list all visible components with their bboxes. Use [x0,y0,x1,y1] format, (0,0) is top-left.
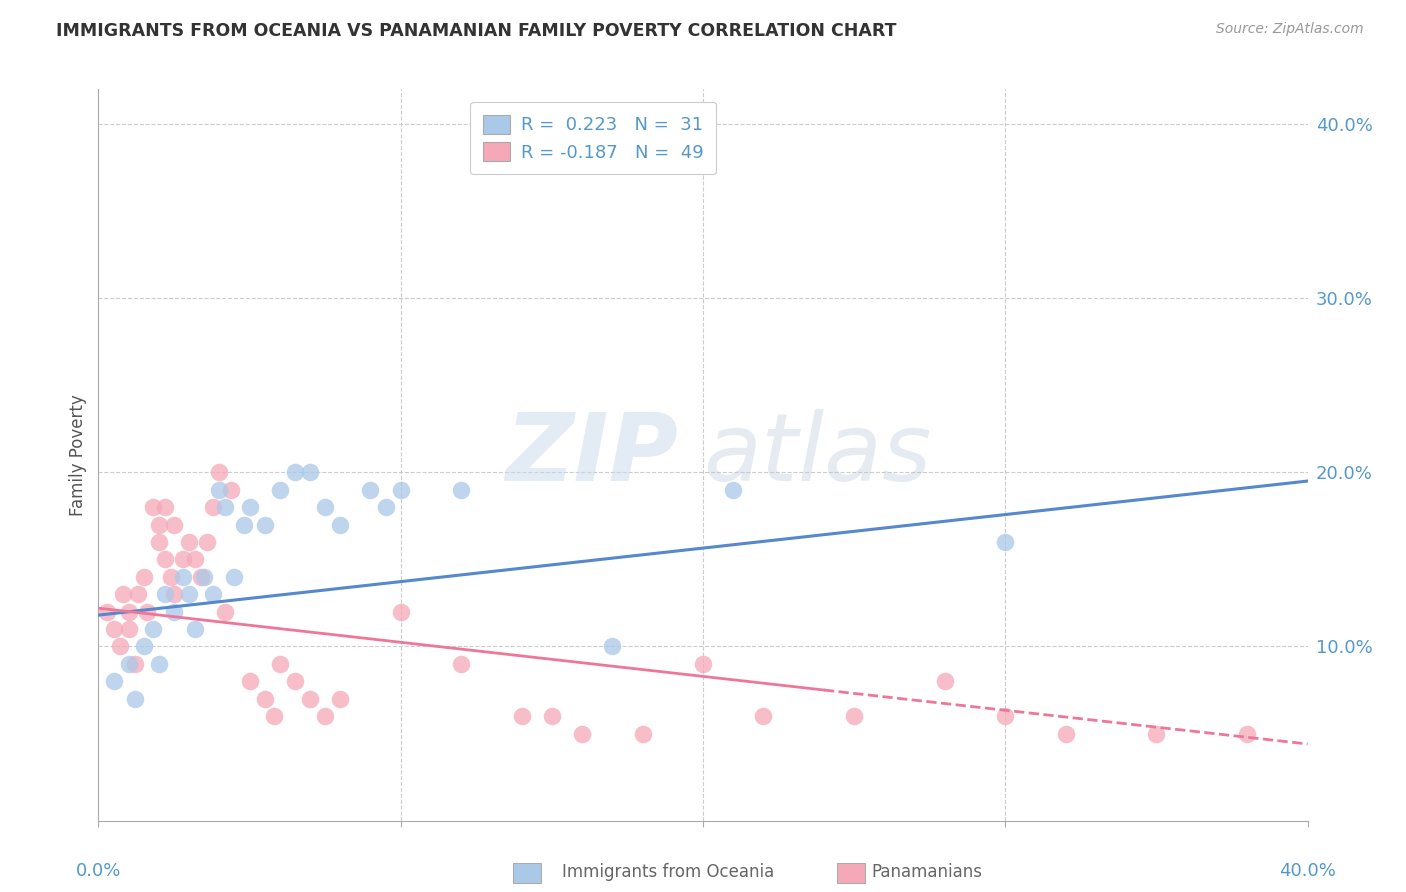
Point [602,640,624,654]
Point [844,709,866,723]
Point [1236,726,1258,740]
Point [148,517,170,532]
Point [153,500,176,515]
Point [132,570,155,584]
Point [232,517,254,532]
Point [132,640,155,654]
Point [96,605,118,619]
Point [239,500,262,515]
Point [253,691,276,706]
Point [214,605,236,619]
Point [450,657,472,671]
Point [299,691,322,706]
Point [723,483,745,497]
Point [314,709,336,723]
Point [263,709,285,723]
Text: 40.0%: 40.0% [1279,863,1336,880]
Point [752,709,775,723]
Point [450,483,472,497]
Point [163,517,186,532]
Point [389,483,412,497]
Point [124,657,146,671]
Point [111,587,134,601]
Point [148,657,170,671]
Point [118,622,141,636]
Point [108,640,131,654]
Point [153,587,176,601]
Point [127,587,149,601]
Point [269,657,291,671]
Point [1144,726,1167,740]
Point [135,605,157,619]
Point [202,500,225,515]
Point [118,605,141,619]
Point [190,570,212,584]
Point [118,657,141,671]
Point [208,483,231,497]
Point [172,570,194,584]
Point [160,570,183,584]
Point [224,570,246,584]
Text: IMMIGRANTS FROM OCEANIA VS PANAMANIAN FAMILY POVERTY CORRELATION CHART: IMMIGRANTS FROM OCEANIA VS PANAMANIAN FA… [56,22,897,40]
Text: atlas: atlas [703,409,931,500]
Point [299,466,322,480]
Point [179,587,201,601]
Point [253,517,276,532]
Text: Panamanians: Panamanians [872,863,983,881]
Point [571,726,593,740]
Point [221,483,243,497]
Point [631,726,654,740]
Point [148,535,170,549]
Point [934,674,956,689]
Point [540,709,562,723]
Point [103,674,125,689]
Point [994,709,1017,723]
Point [142,500,165,515]
Point [360,483,382,497]
Text: Source: ZipAtlas.com: Source: ZipAtlas.com [1216,22,1364,37]
Point [172,552,194,566]
Point [163,587,186,601]
Text: 0.0%: 0.0% [76,863,121,880]
Point [239,674,262,689]
Point [153,552,176,566]
Y-axis label: Family Poverty: Family Poverty [69,394,87,516]
Text: ZIP: ZIP [506,409,679,501]
Point [195,535,218,549]
Point [179,535,201,549]
Point [1054,726,1077,740]
Legend: R =  0.223   N =  31, R = -0.187   N =  49: R = 0.223 N = 31, R = -0.187 N = 49 [470,102,716,174]
Point [193,570,215,584]
Point [329,517,352,532]
Point [329,691,352,706]
Point [389,605,412,619]
Point [284,466,307,480]
Point [184,552,207,566]
Point [208,466,231,480]
Point [994,535,1017,549]
Point [163,605,186,619]
Point [510,709,533,723]
Point [284,674,307,689]
Point [269,483,291,497]
Point [202,587,225,601]
Point [103,622,125,636]
Point [142,622,165,636]
Point [184,622,207,636]
Point [314,500,336,515]
Point [214,500,236,515]
Point [692,657,714,671]
Text: Immigrants from Oceania: Immigrants from Oceania [562,863,775,881]
Point [124,691,146,706]
Point [374,500,396,515]
